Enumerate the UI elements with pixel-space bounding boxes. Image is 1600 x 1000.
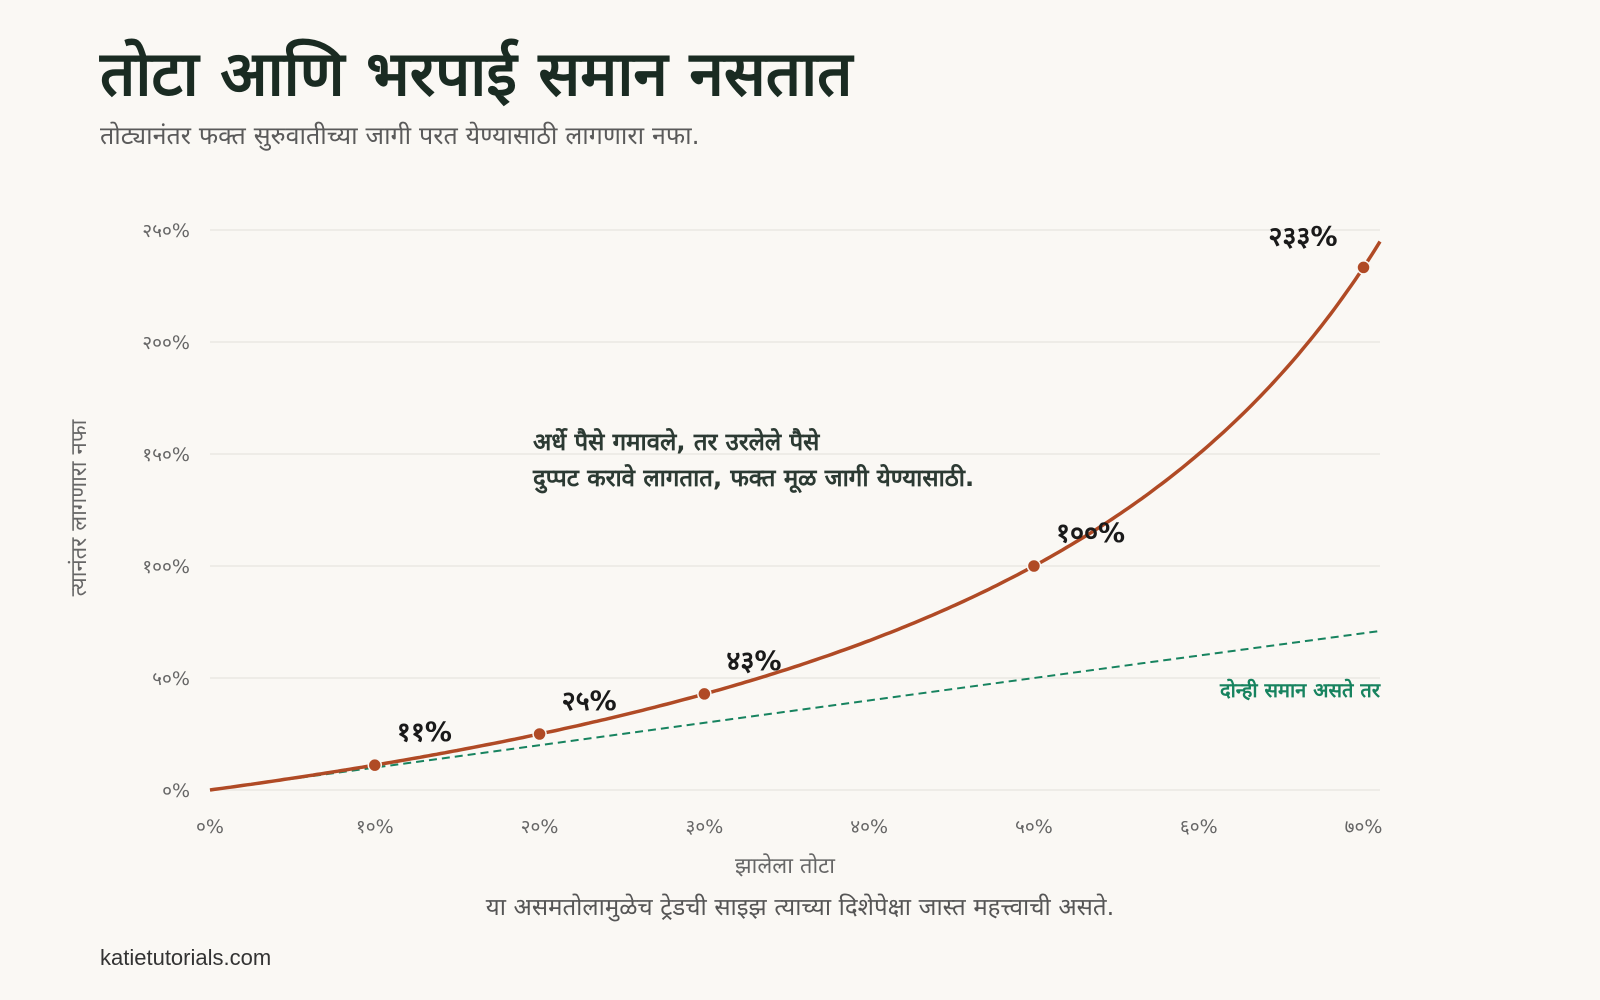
recovery-chart: ०% ५०% १००% १५०% २००% २५०% ०% १०% २०% ३०% ४०% ५०% ६… xyxy=(67,220,1382,879)
x-tick-label: ०% xyxy=(196,816,224,838)
point-label: २३३% xyxy=(1268,221,1337,252)
point-label: ११% xyxy=(397,717,452,748)
equal-line-label: दोन्ही समान असते तर xyxy=(1219,678,1381,702)
x-axis-label: झालेला तोटा xyxy=(735,853,835,879)
y-tick-label: १५०% xyxy=(142,444,190,466)
highlight-point xyxy=(697,686,712,702)
point-label: ४३% xyxy=(726,646,781,677)
x-tick-label: ७०% xyxy=(1345,816,1383,838)
highlight-point xyxy=(367,757,383,773)
highlight-points: ११% २५% ४३% १००% २३३% xyxy=(367,221,1371,773)
x-tick-label: ५०% xyxy=(1015,816,1053,838)
annotation-line-2: दुप्पट करावे लागतात, फक्त मूळ जागी येण्य… xyxy=(532,464,974,494)
chart-title: तोटा आणि भरपाई समान नसतात xyxy=(100,37,853,110)
highlight-point xyxy=(1356,260,1371,275)
y-tick-label: २५०% xyxy=(142,220,190,242)
grid-lines xyxy=(210,229,1380,791)
annotation-line-1: अर्धे पैसे गमावले, तर उरलेले पैसे xyxy=(533,428,820,456)
y-tick-label: १००% xyxy=(142,556,190,578)
x-tick-label: १०% xyxy=(356,816,394,838)
chart-subtitle: तोट्यानंतर फक्त सुरुवातीच्या जागी परत ये… xyxy=(100,121,700,150)
equal-reference-line xyxy=(209,629,1381,791)
x-tick-label: ३०% xyxy=(685,816,723,838)
y-tick-label: २००% xyxy=(142,332,190,354)
x-tick-label: ४०% xyxy=(850,816,888,838)
y-tick-label: ०% xyxy=(162,780,190,802)
y-axis-label: त्यानंतर लागणारा नफा xyxy=(67,419,92,596)
recovery-curve xyxy=(209,240,1382,792)
y-axis-ticks: ०% ५०% १००% १५०% २००% २५०% xyxy=(142,220,190,802)
highlight-point xyxy=(1026,558,1042,574)
y-tick-label: ५०% xyxy=(152,668,190,690)
source-credit: katietutorials.com xyxy=(100,945,272,970)
x-tick-label: २०% xyxy=(521,816,559,838)
highlight-point xyxy=(532,726,547,742)
x-axis-ticks: ०% १०% २०% ३०% ४०% ५०% ६०% ७०% xyxy=(196,816,1382,838)
chart-caption: या असमतोलामुळेच ट्रेडची साइझ त्याच्या दि… xyxy=(485,893,1115,921)
point-label: १००% xyxy=(1056,518,1125,549)
x-tick-label: ६०% xyxy=(1180,816,1218,838)
point-label: २५% xyxy=(562,686,617,717)
